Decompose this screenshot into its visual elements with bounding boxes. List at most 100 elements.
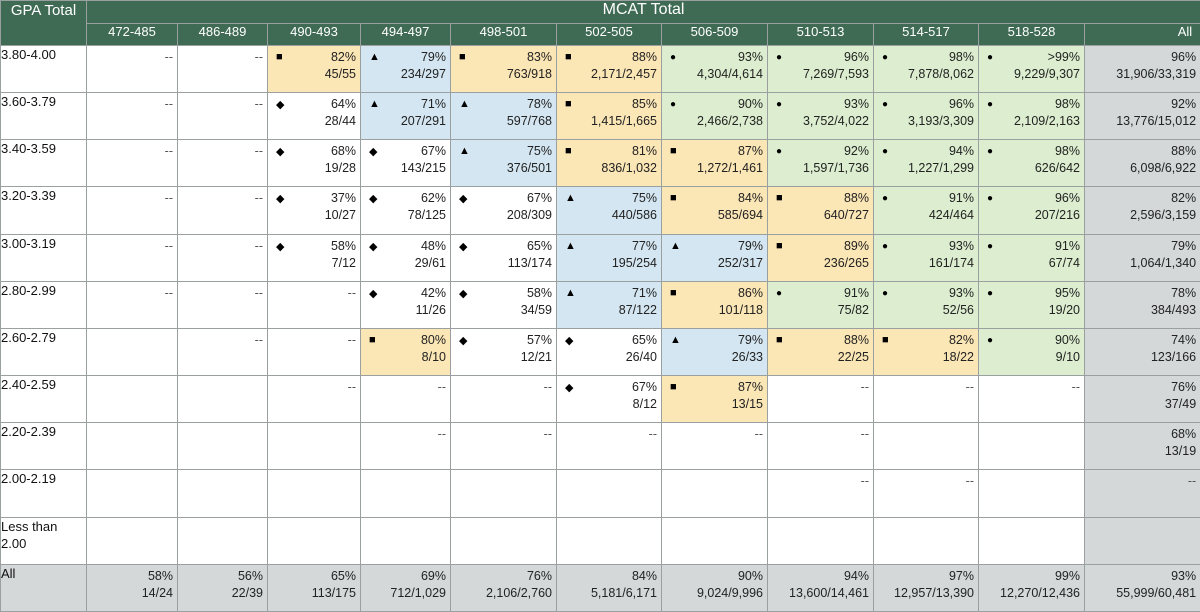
cell-dash: -- bbox=[164, 144, 173, 159]
cell-percent: 67% bbox=[631, 380, 657, 395]
table-cell: ◆ 68% 19/28 bbox=[267, 139, 361, 188]
cell-fraction: 9/10 bbox=[1055, 349, 1080, 364]
cell-fraction: 207/216 bbox=[1034, 208, 1080, 223]
column-header: 498-501 bbox=[450, 23, 557, 46]
circle-icon: ● bbox=[776, 52, 783, 63]
column-header: 486-489 bbox=[177, 23, 268, 46]
gpa-total-header: GPA Total bbox=[0, 0, 87, 46]
table-cell: ■ 86% 101/118 bbox=[661, 280, 768, 329]
column-header: 514-517 bbox=[873, 23, 979, 46]
cell-fraction: 67/74 bbox=[1048, 255, 1080, 270]
table-cell bbox=[556, 516, 662, 565]
table-cell: 93% 55,999/60,481 bbox=[1083, 563, 1200, 612]
table-cell: 65% 113/175 bbox=[267, 563, 361, 612]
table-cell: -- bbox=[177, 233, 268, 282]
table-cell: ◆ 37% 10/27 bbox=[267, 186, 361, 235]
square-icon: ■ bbox=[369, 333, 376, 346]
cell-fraction: 9,229/9,307 bbox=[1013, 67, 1080, 81]
circle-icon: ● bbox=[987, 146, 994, 158]
cell-percent: 99% bbox=[1054, 568, 1080, 583]
table-cell bbox=[978, 469, 1085, 518]
table-cell bbox=[177, 375, 268, 424]
table-row: 3.40-3.59 -- -- ◆ 68% 19/28 ◆ 67% 143/215 ▲ 75% 376… bbox=[0, 139, 1200, 188]
table-cell: -- bbox=[661, 422, 768, 471]
table-cell bbox=[1083, 516, 1200, 565]
cell-percent: 64% bbox=[330, 97, 356, 112]
circle-icon: ● bbox=[987, 193, 994, 205]
table-cell: ◆ 64% 28/44 bbox=[267, 92, 361, 141]
table-cell: -- bbox=[556, 422, 662, 471]
cell-percent: 92% bbox=[1171, 97, 1197, 112]
table-cell: 90% 9,024/9,996 bbox=[661, 563, 768, 612]
square-icon: ■ bbox=[776, 333, 783, 346]
table-cell: -- bbox=[1083, 469, 1200, 518]
table-cell: -- bbox=[873, 375, 979, 424]
square-icon: ■ bbox=[670, 192, 677, 205]
table-cell: ◆ 58% 34/59 bbox=[450, 280, 557, 329]
table-cell bbox=[177, 422, 268, 471]
cell-percent: 92% bbox=[843, 144, 869, 159]
square-icon: ■ bbox=[565, 145, 572, 158]
cell-percent: 37% bbox=[330, 191, 356, 206]
cell-fraction: 52/56 bbox=[942, 302, 974, 317]
cell-percent: 98% bbox=[948, 50, 974, 64]
table-cell: ◆ 48% 29/61 bbox=[360, 233, 451, 282]
square-icon: ■ bbox=[670, 286, 677, 299]
circle-icon: ● bbox=[776, 287, 783, 299]
cell-percent: 58% bbox=[526, 285, 552, 300]
cell-percent: 77% bbox=[631, 238, 657, 253]
cell-fraction: 234/297 bbox=[400, 67, 446, 81]
cell-percent: 93% bbox=[948, 238, 974, 253]
square-icon: ■ bbox=[565, 98, 572, 111]
cell-fraction: 712/1,029 bbox=[390, 585, 446, 600]
cell-fraction: 78/125 bbox=[407, 208, 446, 223]
cell-fraction: 4,304/4,614 bbox=[696, 67, 763, 81]
table-cell bbox=[661, 469, 768, 518]
circle-icon: ● bbox=[882, 146, 889, 158]
cell-percent: 79% bbox=[737, 332, 763, 347]
diamond-icon: ◆ bbox=[369, 287, 378, 300]
cell-fraction: 19/28 bbox=[324, 161, 356, 176]
table-row: 3.60-3.79 -- -- ◆ 64% 28/44 ▲ 71% 207/291 ▲ 78% 597… bbox=[0, 92, 1200, 141]
table-cell: -- bbox=[267, 375, 361, 424]
table-cell: 68% 13/19 bbox=[1083, 422, 1200, 471]
cell-fraction: 55,999/60,481 bbox=[1116, 585, 1197, 600]
cell-percent: 83% bbox=[526, 50, 552, 64]
cell-percent: 74% bbox=[1171, 332, 1197, 347]
cell-fraction: 13/19 bbox=[1164, 444, 1197, 459]
table-cell: -- bbox=[360, 422, 451, 471]
cell-fraction: 161/174 bbox=[928, 255, 974, 270]
diamond-icon: ◆ bbox=[276, 99, 285, 112]
diamond-icon: ◆ bbox=[369, 240, 378, 253]
square-icon: ■ bbox=[776, 192, 783, 205]
row-label: 2.20-2.39 bbox=[0, 422, 87, 471]
square-icon: ■ bbox=[670, 145, 677, 158]
table-cell: ◆ 62% 78/125 bbox=[360, 186, 451, 235]
cell-fraction: 376/501 bbox=[506, 161, 552, 176]
cell-fraction: 10/27 bbox=[324, 208, 356, 223]
row-label: Less than 2.00 bbox=[0, 516, 87, 565]
cell-fraction: 87/122 bbox=[618, 302, 657, 317]
circle-icon: ● bbox=[882, 240, 889, 252]
cell-percent: 84% bbox=[737, 191, 763, 206]
table-row: 2.00-2.19 -- -- -- bbox=[0, 469, 1200, 518]
column-header: 502-505 bbox=[556, 23, 662, 46]
cell-percent: 78% bbox=[526, 97, 552, 112]
cell-percent: 78% bbox=[1171, 285, 1197, 300]
cell-fraction: 5,181/6,171 bbox=[590, 585, 657, 600]
cell-percent: 96% bbox=[1171, 50, 1197, 64]
cell-dash: -- bbox=[254, 332, 263, 347]
triangle-icon: ▲ bbox=[459, 98, 470, 111]
table-cell: ◆ 58% 7/12 bbox=[267, 233, 361, 282]
square-icon: ■ bbox=[459, 51, 466, 63]
table-cell bbox=[360, 469, 451, 518]
square-icon: ■ bbox=[565, 51, 572, 63]
cell-percent: 62% bbox=[420, 191, 446, 206]
cell-percent: 98% bbox=[1054, 97, 1080, 112]
cell-fraction: 34/59 bbox=[520, 302, 552, 317]
cell-dash: -- bbox=[164, 238, 173, 253]
cell-percent: 58% bbox=[147, 568, 173, 583]
table-cell: ● 90% 9/10 bbox=[978, 327, 1085, 377]
column-header: 510-513 bbox=[767, 23, 874, 46]
table-cell bbox=[86, 327, 178, 377]
